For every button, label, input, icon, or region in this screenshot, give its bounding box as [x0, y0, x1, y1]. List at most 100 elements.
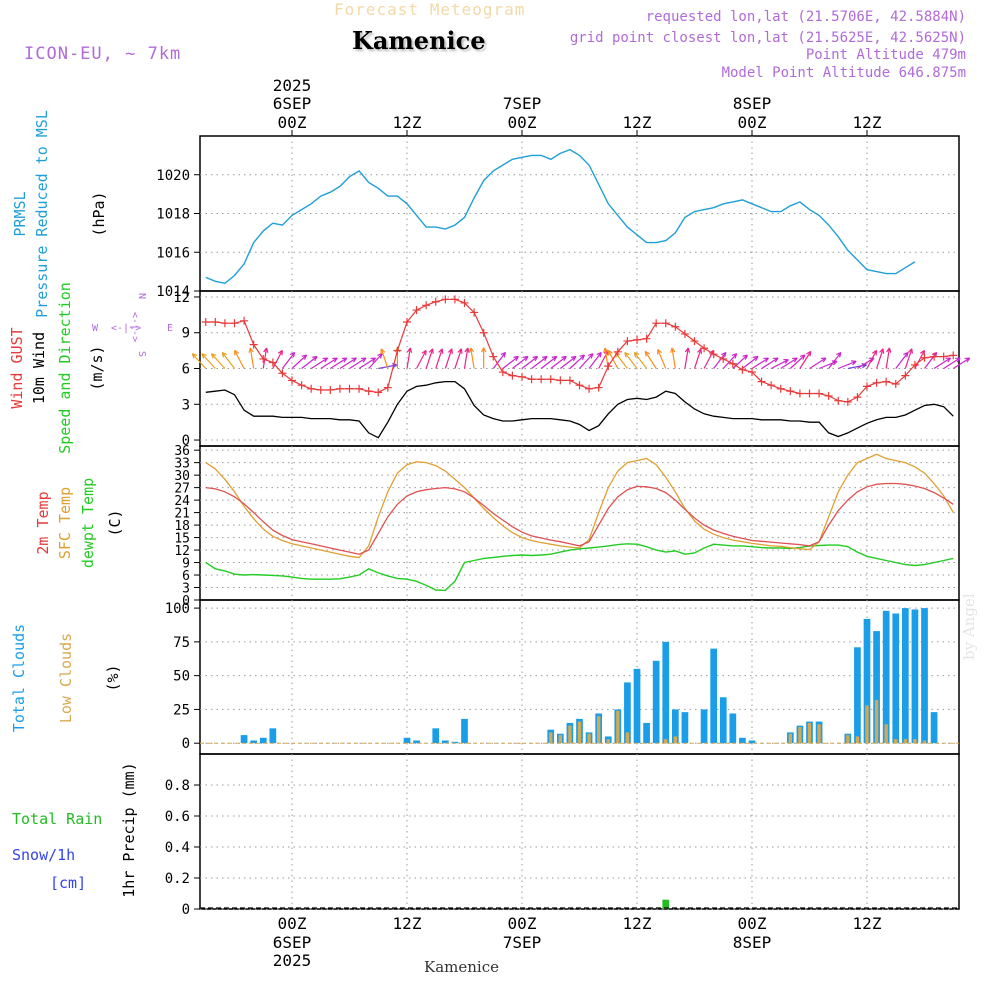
total-cloud-bar — [873, 631, 880, 744]
y-tick-label: 27 — [174, 482, 190, 497]
wind-barb-head — [607, 349, 613, 356]
y-tick-label: 0.8 — [165, 778, 190, 794]
gust-marker — [843, 397, 852, 406]
top-date-label: 7SEP — [503, 94, 542, 113]
top-year-label: 2025 — [273, 76, 312, 95]
meteogram-subtitle: Forecast Meteogram — [334, 0, 526, 19]
wind-barb-head — [603, 347, 609, 353]
wind-barb-head — [532, 355, 539, 362]
gust-marker — [748, 368, 756, 377]
bottom-date-label: 6SEP — [273, 933, 312, 952]
y-tick-label: 12 — [174, 544, 190, 559]
low-cloud-bar — [913, 739, 917, 744]
wind-barb-head — [522, 355, 529, 362]
panel-label: Total Clouds — [10, 624, 28, 732]
top-hour-label: 12Z — [393, 113, 422, 132]
wind-barb — [770, 359, 789, 370]
bottom-year-label: 2025 — [273, 951, 312, 970]
low-cloud-bar — [874, 699, 879, 744]
bottom-hour-label: 12Z — [623, 914, 652, 933]
wind-barb-head — [731, 353, 738, 359]
gust-marker — [642, 334, 651, 343]
wind-barb-head — [332, 357, 338, 363]
low-cloud-bar — [568, 725, 572, 744]
low-cloud-bar — [673, 736, 678, 744]
wind-barb — [234, 350, 245, 369]
panel-label: SFC Temp — [56, 487, 74, 559]
y-tick-label: 3 — [182, 397, 190, 413]
wind-barb — [301, 356, 318, 369]
total-cloud-bar — [643, 722, 650, 744]
low-cloud-bar — [884, 724, 888, 744]
total-cloud-bar — [901, 608, 909, 744]
wind-barb — [588, 352, 602, 369]
total-cloud-bar — [259, 737, 267, 744]
wind-barb — [512, 356, 529, 369]
gust-marker — [470, 308, 479, 317]
wind-barb — [876, 348, 884, 369]
y-tick-label: 15 — [174, 532, 190, 547]
total-cloud-bar — [441, 740, 449, 744]
wind-barb-head — [596, 351, 602, 358]
gust-marker — [537, 375, 546, 384]
gust-marker — [709, 350, 718, 359]
low-cloud-bar — [664, 739, 668, 744]
pressure-line — [205, 148, 916, 285]
gust-marker — [288, 376, 296, 385]
wind-barb-head — [351, 357, 357, 363]
total-cloud-bar — [403, 737, 411, 744]
low-cloud-bar — [606, 739, 610, 744]
wind-barb — [569, 354, 585, 369]
gust-marker — [268, 358, 277, 367]
wind-barb — [425, 348, 434, 369]
point-altitude: Point Altitude 479m — [805, 47, 966, 63]
gust-marker — [795, 389, 804, 398]
wind-barb — [310, 357, 328, 370]
total-cloud-bar — [413, 740, 420, 744]
panel-label: dewpt Temp — [79, 478, 97, 568]
wind-barb-head — [588, 353, 594, 359]
wind-barb — [454, 348, 462, 369]
wind-barb-head — [879, 348, 885, 354]
wind-barb — [722, 353, 738, 369]
gust-marker — [422, 301, 431, 310]
wind-barb — [809, 357, 827, 370]
total-cloud-bar — [863, 618, 871, 744]
total-cloud-bar — [911, 609, 919, 744]
wind-barb-head — [277, 349, 283, 356]
gust-marker — [546, 375, 555, 384]
gust-marker — [738, 365, 747, 374]
top-hour-label: 12Z — [623, 113, 652, 132]
wind-barb-head — [421, 349, 427, 356]
wind-barb — [895, 352, 909, 369]
gust-marker — [949, 351, 958, 360]
unit-label: (C) — [106, 509, 124, 536]
snow-label: Snow/1h — [12, 846, 75, 864]
gust-marker — [307, 384, 316, 393]
wind-barb-head — [836, 351, 842, 358]
wind-barb-head — [806, 350, 812, 357]
wind-barb-head — [886, 347, 892, 353]
y-tick-label: 100 — [165, 601, 190, 617]
wind-barb — [684, 347, 689, 369]
wind-barb — [952, 357, 971, 370]
wind-barb — [751, 357, 769, 370]
wind-barb-head — [684, 347, 691, 353]
wind-barb — [761, 357, 779, 370]
gust-marker — [489, 352, 498, 361]
wind-barb-head — [201, 353, 207, 359]
wind-barb — [838, 360, 857, 370]
y-tick-label: 1016 — [156, 245, 190, 261]
wind-barb — [531, 356, 548, 369]
gust-marker — [872, 378, 881, 387]
gust-marker — [412, 306, 421, 315]
wind-barb-head — [289, 351, 296, 358]
low-cloud-bar — [549, 732, 553, 744]
model-point-altitude: Model Point Altitude 646.875m — [721, 65, 966, 81]
y-tick-label: 6 — [182, 569, 190, 584]
wind-barb — [633, 352, 648, 369]
wind-barb-head — [233, 349, 240, 356]
y-tick-label: 18 — [174, 519, 190, 534]
gust-marker — [613, 347, 622, 356]
